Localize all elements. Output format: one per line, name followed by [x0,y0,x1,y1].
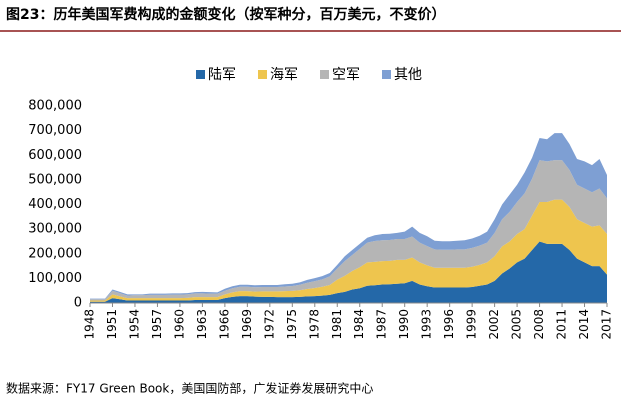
x-tick-label: 1990 [397,309,411,340]
y-tick-label: 400,000 [28,197,82,212]
x-tick-label: 1948 [83,309,97,340]
y-tick-label: 300,000 [28,222,82,237]
area [90,133,607,300]
legend-swatch [320,70,329,79]
legend-swatch [258,70,267,79]
x-tick-label: 1960 [172,309,186,340]
y-tick-label: 0 [74,296,82,311]
x-tick-label: 1951 [105,309,119,340]
legend-label: 陆军 [208,67,236,83]
x-tick-label: 1987 [375,309,389,340]
y-tick-label: 600,000 [28,148,82,163]
x-tick-label: 1978 [307,309,321,340]
y-tick-label: 800,000 [28,99,82,114]
x-tick-label: 2014 [577,309,591,340]
area [90,241,607,303]
x-tick-label: 2002 [487,309,501,340]
x-tick-label: 1993 [420,309,434,340]
x-tick-label: 1957 [150,309,164,340]
source-note: 数据来源：FY17 Green Book，美国国防部，广发证券发展研究中心 [6,381,373,396]
x-tick-label: 1984 [352,309,366,340]
y-tick-label: 100,000 [28,271,82,286]
y-tick-label: 700,000 [28,123,82,138]
x-tick-label: 1963 [195,309,209,340]
x-tick-label: 2011 [555,309,569,340]
area [90,199,607,302]
x-tick-label: 1999 [465,309,479,340]
x-tick-label: 2017 [600,309,614,340]
x-tick-label: 2005 [510,309,524,340]
chart-title: 图23：历年美国军费构成的金额变化（按军种分，百万美元，不变价） [6,6,445,23]
y-tick-label: 200,000 [28,246,82,261]
legend-label: 空军 [332,67,360,83]
x-tick-label: 1975 [285,309,299,340]
x-tick-label: 1981 [330,309,344,340]
x-tick-label: 1996 [442,309,456,340]
x-tick-label: 1954 [127,309,141,340]
legend-swatch [382,70,391,79]
legend-label: 其他 [394,67,422,83]
x-tick-label: 2008 [532,309,546,340]
x-tick-label: 1969 [240,309,254,340]
x-tick-label: 1972 [262,309,276,340]
legend-label: 海军 [270,67,298,83]
legend-swatch [196,70,205,79]
y-tick-label: 500,000 [28,172,82,187]
x-tick-label: 1966 [217,309,231,340]
area [90,160,607,301]
